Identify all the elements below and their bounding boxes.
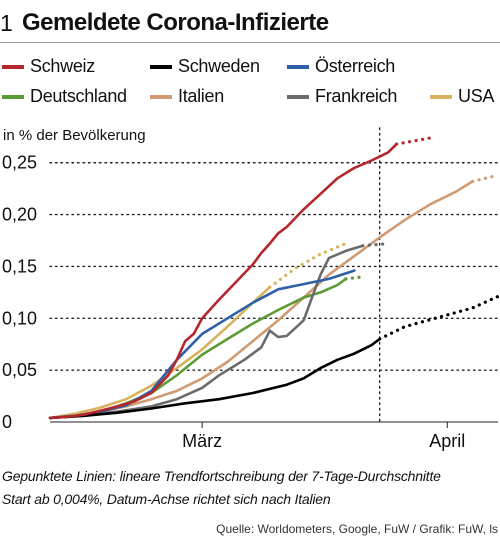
source-credit: Quelle: Worldometers, Google, FuW / Graf… bbox=[216, 522, 498, 536]
series-trend-frankreich bbox=[361, 242, 390, 248]
y-axis-label: in % der Bevölkerung bbox=[3, 127, 146, 144]
legend-swatch bbox=[287, 95, 309, 99]
figure-title: Gemeldete Corona-Infizierte bbox=[22, 9, 329, 36]
title-divider bbox=[0, 42, 500, 43]
legend-label: Italien bbox=[178, 86, 224, 106]
footnote-trend: Gepunktete Linien: lineare Trendfortschr… bbox=[2, 468, 441, 484]
series-line-deutschland bbox=[48, 277, 348, 420]
legend-label: Österreich bbox=[315, 56, 396, 76]
series-line-schweden bbox=[48, 337, 381, 420]
figure-number: 1 bbox=[0, 10, 13, 36]
y-tick-label: 0,10 bbox=[2, 308, 37, 328]
legend-label: Deutschland bbox=[30, 86, 127, 106]
legend-swatch bbox=[2, 95, 24, 99]
legend-swatch bbox=[2, 65, 24, 69]
y-tick-label: 0,20 bbox=[2, 205, 37, 225]
legend-swatch bbox=[150, 65, 172, 69]
figure-title-row: 1 Gemeldete Corona-Infizierte bbox=[0, 6, 500, 36]
x-tick-label: April bbox=[429, 431, 465, 451]
x-tick-label: März bbox=[182, 431, 222, 451]
legend-swatch bbox=[430, 95, 452, 99]
y-tick-label: 0 bbox=[2, 412, 12, 432]
series-line-frankreich bbox=[48, 244, 365, 420]
series-trend-italien bbox=[471, 173, 500, 183]
series-line-schweiz bbox=[48, 142, 398, 420]
footnote-start: Start ab 0,004%, Datum-Achse richtet sic… bbox=[2, 491, 331, 507]
legend-label: Frankreich bbox=[315, 86, 398, 106]
series-line-usa bbox=[48, 285, 272, 420]
legend-label: Schweiz bbox=[30, 56, 95, 76]
y-tick-label: 0,05 bbox=[2, 360, 37, 380]
series-trend-deutschland bbox=[344, 275, 365, 281]
legend-label: USA bbox=[458, 86, 495, 106]
series-trend-schweden bbox=[378, 294, 500, 341]
y-tick-label: 0,25 bbox=[2, 153, 37, 173]
legend-label: Schweden bbox=[178, 56, 260, 76]
series-trend-schweiz bbox=[395, 136, 432, 146]
y-tick-label: 0,15 bbox=[2, 256, 37, 276]
legend-swatch bbox=[287, 65, 309, 69]
legend-swatch bbox=[150, 95, 172, 99]
series-trend-usa bbox=[268, 242, 348, 289]
